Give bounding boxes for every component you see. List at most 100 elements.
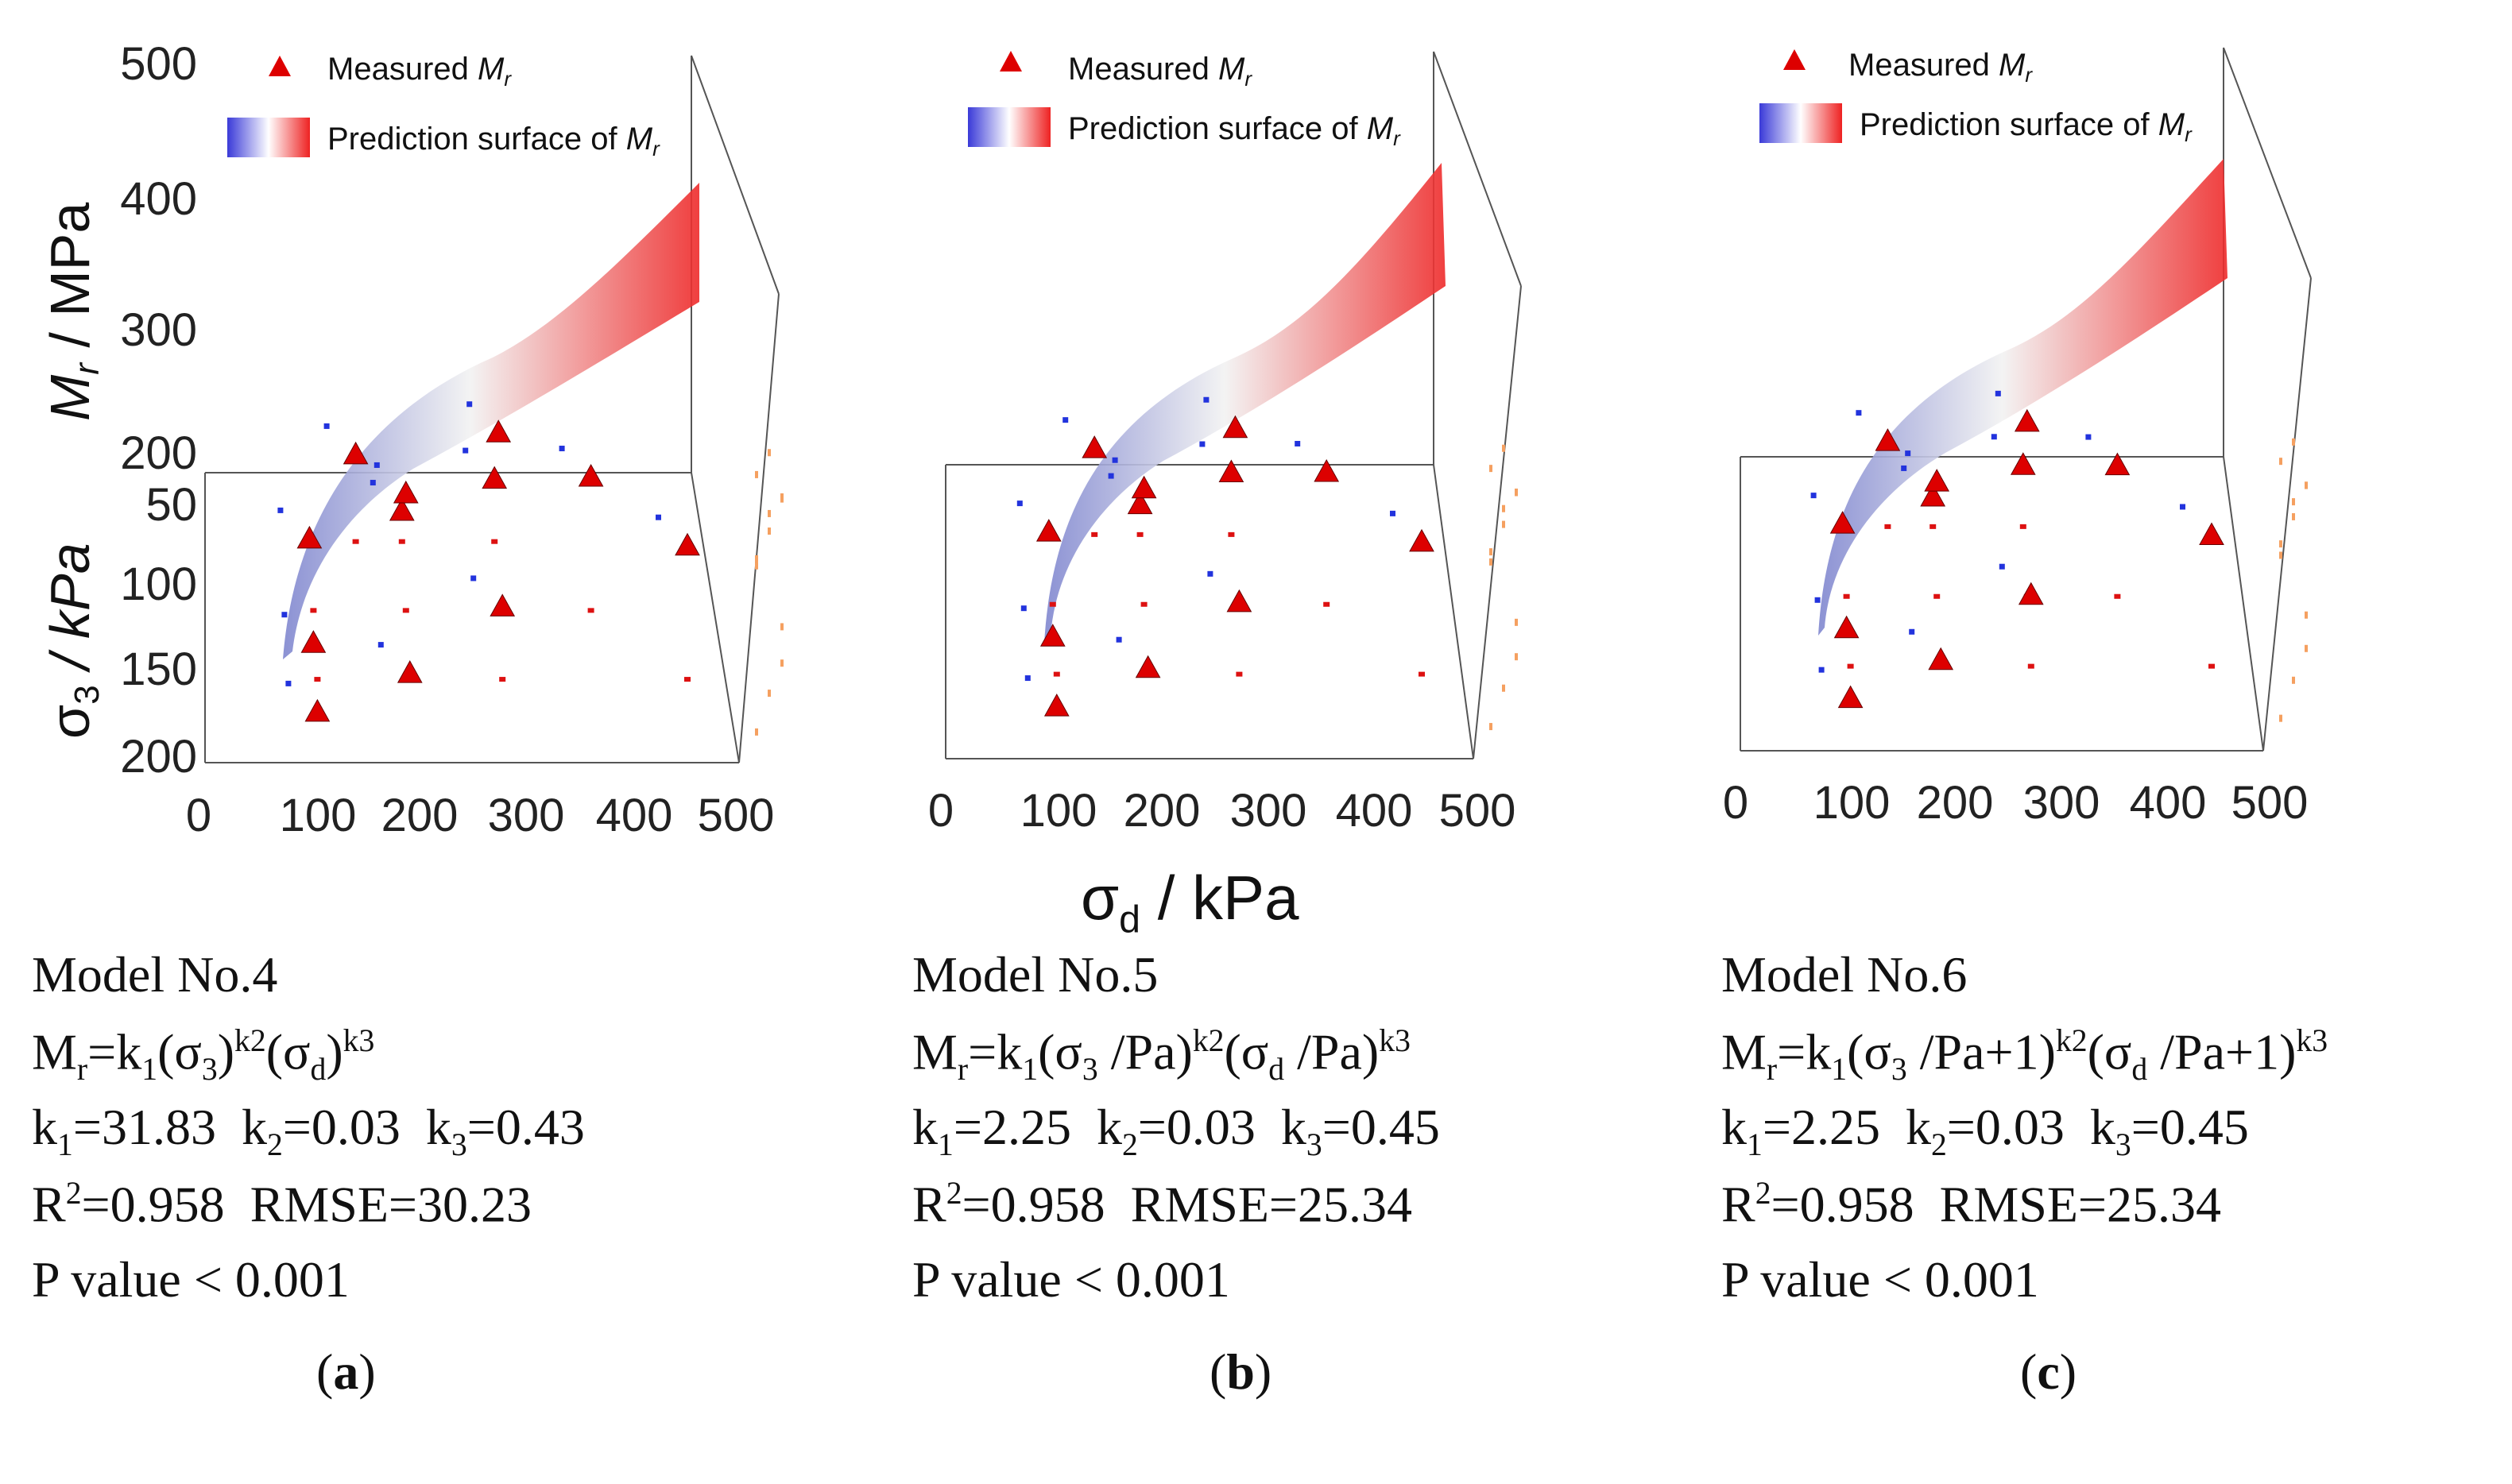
- wall-projection-point: [1999, 563, 2005, 570]
- measured-point: [2104, 452, 2131, 476]
- measured-point: [1226, 589, 1252, 613]
- measured-point: [343, 441, 369, 465]
- floor-projection-point: [2114, 593, 2121, 599]
- floor-projection-point: [491, 539, 498, 544]
- measured-point: [1043, 694, 1070, 717]
- wall-projection-point: [1909, 628, 1915, 635]
- model-fit: R2=0.958 RMSE=25.34: [912, 1176, 1412, 1233]
- panel-label-a: (a): [316, 1343, 376, 1400]
- measured-point: [393, 480, 419, 504]
- chart-panel-a: Measured Mr Prediction surface of Mr 500…: [39, 38, 784, 841]
- floor-projection-point: [398, 539, 405, 544]
- wall-projection-point: [1016, 500, 1023, 507]
- legend-measured-label: Measured Mr: [1068, 52, 1252, 91]
- wall-projection-point: [374, 462, 380, 468]
- wall-projection-point: [323, 423, 330, 429]
- floor-projection-point: [2019, 524, 2026, 529]
- measured-point: [1222, 415, 1248, 439]
- model-title: Model No.4: [32, 946, 278, 1003]
- side-projection-point: [2305, 611, 2308, 619]
- side-projection-point: [2292, 512, 2295, 520]
- y-ticks: 50 100 150 200: [120, 479, 197, 783]
- y-axis-label: σ3 / kPa: [39, 543, 106, 739]
- side-projection-point: [780, 659, 784, 667]
- model-block-c: Model No.6 Mr=k1(σ3 /Pa+1)k2(σd /Pa+1)k3…: [1721, 949, 2328, 1331]
- wall-projection-point: [1116, 636, 1122, 643]
- measured-point: [1833, 615, 1860, 639]
- marks-b: [1016, 396, 1518, 731]
- model-equation: Mr=k1(σ3)k2(σd)k3: [32, 1023, 375, 1088]
- floor-projection-point: [1933, 593, 1941, 599]
- floor-projection-point: [402, 608, 409, 613]
- measured-point: [490, 593, 516, 616]
- legend-surface-label: Prediction surface of Mr: [327, 122, 660, 160]
- side-projection-point: [1489, 558, 1492, 566]
- side-projection-point: [768, 690, 771, 698]
- measured-point: [1131, 475, 1157, 499]
- model-params: k1=2.25 k2=0.03 k3=0.45: [1721, 1099, 2249, 1162]
- measured-point: [1082, 435, 1108, 458]
- measured-point: [1875, 428, 1901, 451]
- x-tick-200: 200: [1917, 777, 1994, 829]
- floor-projection-point: [2208, 663, 2215, 669]
- marks-a: [277, 401, 784, 736]
- floor-projection-point: [1091, 531, 1098, 537]
- measured-point: [1837, 685, 1864, 709]
- x-tick-500: 500: [698, 790, 775, 841]
- x-tick-100: 100: [1813, 777, 1891, 829]
- prediction-surface: [1044, 163, 1446, 643]
- x-tick-400: 400: [1336, 785, 1413, 837]
- wall-projection-point: [1024, 675, 1031, 682]
- x-tick-300: 300: [488, 790, 565, 841]
- z-tick-200: 200: [120, 427, 197, 479]
- measured-point: [296, 525, 323, 549]
- legend-surface-swatch: [227, 118, 310, 157]
- measured-point: [1135, 655, 1161, 678]
- wall-projection-point: [470, 575, 477, 582]
- wall-projection-point: [285, 680, 292, 686]
- floor-projection-point: [1236, 671, 1243, 677]
- side-projection-point: [1515, 653, 1518, 661]
- floor-projection-point: [499, 677, 506, 682]
- legend: Measured Mr Prediction surface of Mr: [1759, 48, 2193, 146]
- model-params: k1=2.25 k2=0.03 k3=0.45: [912, 1099, 1440, 1162]
- model-pvalue: P value < 0.001: [32, 1251, 350, 1308]
- side-projection-point: [2292, 676, 2295, 684]
- wall-projection-point: [1390, 510, 1395, 516]
- floor-projection-point: [1049, 601, 1056, 607]
- side-projection-point: [1502, 504, 1505, 512]
- model-fit: R2=0.958 RMSE=30.23: [32, 1176, 532, 1233]
- floor-projection-point: [1419, 671, 1425, 677]
- floor-projection-point: [1140, 601, 1148, 607]
- wall-projection-point: [1901, 465, 1907, 471]
- side-projection-point: [768, 449, 771, 457]
- measured-point: [486, 419, 512, 442]
- wall-projection-point: [1062, 417, 1069, 423]
- x-tick-300: 300: [1230, 785, 1307, 837]
- side-projection-point: [2292, 438, 2295, 446]
- x-tick-100: 100: [1020, 785, 1097, 837]
- panel-label-b: (b): [1210, 1343, 1272, 1400]
- legend-measured-label: Measured Mr: [1848, 48, 2033, 87]
- legend-surface-label: Prediction surface of Mr: [1068, 111, 1401, 150]
- model-equation: Mr=k1(σ3 /Pa)k2(σd /Pa)k3: [912, 1023, 1411, 1088]
- model-pvalue: P value < 0.001: [1721, 1251, 2039, 1308]
- wall-projection-point: [466, 401, 473, 408]
- measured-point: [2018, 582, 2044, 605]
- side-projection-point: [755, 728, 758, 736]
- wall-projection-point: [1020, 605, 1027, 612]
- legend-measured-marker: [269, 56, 291, 76]
- side-projection-point: [1515, 489, 1518, 496]
- model-pvalue: P value < 0.001: [912, 1251, 1230, 1308]
- x-tick-400: 400: [2130, 777, 2207, 829]
- measured-point: [482, 466, 508, 489]
- side-projection-point: [768, 528, 771, 535]
- floor-projection-point: [2027, 663, 2034, 669]
- wall-projection-point: [281, 612, 288, 618]
- measured-point: [1829, 511, 1856, 534]
- side-projection-point: [2279, 551, 2282, 559]
- z-ticks: 500 400 300 200: [120, 38, 197, 479]
- wall-projection-point: [1810, 493, 1817, 499]
- wall-projection-point: [1991, 434, 1997, 440]
